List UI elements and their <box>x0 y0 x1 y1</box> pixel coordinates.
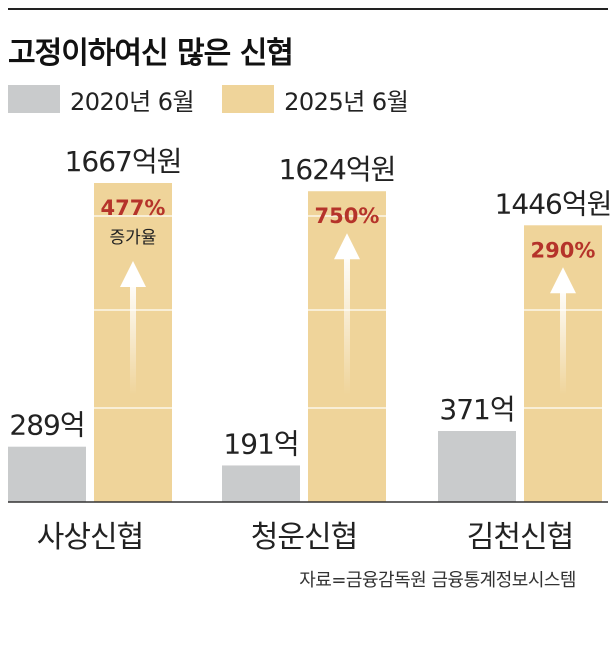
legend-label-2020: 2020년 6월 <box>70 87 195 116</box>
legend-swatch-2025 <box>222 85 275 113</box>
category-label-3: 김천신협 <box>467 520 573 555</box>
increase-arrow-shaft-2 <box>344 257 350 395</box>
increase-rate-label-1: 477% <box>101 196 166 220</box>
increase-arrow-icon <box>334 233 360 260</box>
value-label-2020-2: 191억 <box>223 427 298 460</box>
value-label-2025-2: 1624억원 <box>279 153 396 186</box>
bar-2020-2 <box>222 465 300 502</box>
source-note: 자료=금융감독원 금융통계정보시스템 <box>299 570 576 591</box>
legend: 2020년 6월 2025년 6월 <box>8 82 436 116</box>
bar-2020-1 <box>8 446 86 502</box>
chart-title: 고정이하여신 많은 신협 <box>8 36 294 71</box>
bar-2020-3 <box>438 431 516 502</box>
increase-arrow-shaft-1 <box>130 285 136 395</box>
increase-arrow-icon <box>120 261 146 287</box>
increase-arrow-icon <box>550 267 576 294</box>
legend-swatch-2020 <box>8 85 60 113</box>
increase-arrow-shaft-3 <box>560 291 566 395</box>
category-label-1: 사상신협 <box>37 520 143 555</box>
value-label-2025-1: 1667억원 <box>65 145 182 178</box>
value-label-2025-3: 1446억원 <box>495 187 612 220</box>
increase-caption: 증가율 <box>110 228 157 248</box>
top-rule <box>8 8 608 10</box>
category-label-2: 청운신협 <box>251 520 357 555</box>
value-label-2020-1: 289억 <box>9 409 84 442</box>
legend-label-2025: 2025년 6월 <box>284 87 409 116</box>
increase-rate-label-2: 750% <box>315 204 380 228</box>
value-label-2020-3: 371억 <box>439 393 514 426</box>
increase-rate-label-3: 290% <box>531 238 596 262</box>
